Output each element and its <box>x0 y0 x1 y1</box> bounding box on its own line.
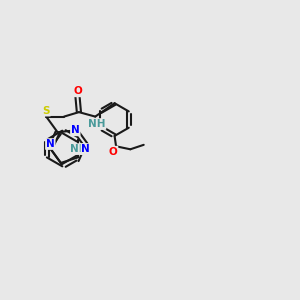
Text: N: N <box>81 144 90 154</box>
Text: O: O <box>109 147 118 157</box>
Text: O: O <box>73 86 82 96</box>
Text: S: S <box>43 106 50 116</box>
Text: NH: NH <box>88 119 106 129</box>
Text: NH: NH <box>70 144 87 154</box>
Text: N: N <box>46 139 55 149</box>
Text: N: N <box>71 125 80 135</box>
